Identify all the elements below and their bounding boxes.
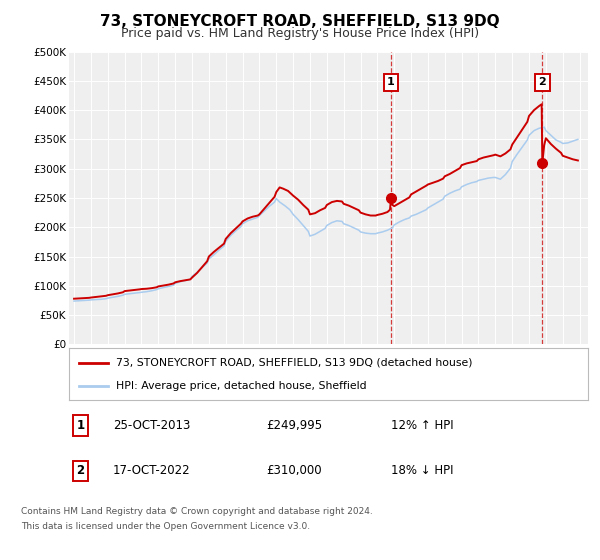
Text: 18% ↓ HPI: 18% ↓ HPI [391,464,453,478]
Text: 2: 2 [76,464,85,478]
Text: 1: 1 [76,419,85,432]
Text: £310,000: £310,000 [266,464,322,478]
Text: Price paid vs. HM Land Registry's House Price Index (HPI): Price paid vs. HM Land Registry's House … [121,27,479,40]
Text: 73, STONEYCROFT ROAD, SHEFFIELD, S13 9DQ (detached house): 73, STONEYCROFT ROAD, SHEFFIELD, S13 9DQ… [116,358,472,368]
Text: 17-OCT-2022: 17-OCT-2022 [113,464,191,478]
Text: 25-OCT-2013: 25-OCT-2013 [113,419,190,432]
Text: 12% ↑ HPI: 12% ↑ HPI [391,419,454,432]
Text: 1: 1 [387,77,395,87]
Text: HPI: Average price, detached house, Sheffield: HPI: Average price, detached house, Shef… [116,381,367,391]
Text: 2: 2 [538,77,546,87]
Text: Contains HM Land Registry data © Crown copyright and database right 2024.: Contains HM Land Registry data © Crown c… [21,507,373,516]
Text: This data is licensed under the Open Government Licence v3.0.: This data is licensed under the Open Gov… [21,522,310,531]
Text: 73, STONEYCROFT ROAD, SHEFFIELD, S13 9DQ: 73, STONEYCROFT ROAD, SHEFFIELD, S13 9DQ [100,14,500,29]
Text: £249,995: £249,995 [266,419,322,432]
